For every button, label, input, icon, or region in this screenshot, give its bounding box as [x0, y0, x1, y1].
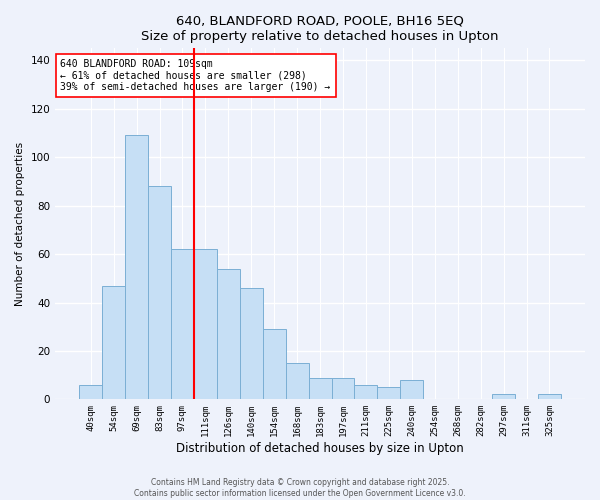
X-axis label: Distribution of detached houses by size in Upton: Distribution of detached houses by size …: [176, 442, 464, 455]
Bar: [79, 385, 102, 400]
Bar: [492, 394, 515, 400]
Bar: [171, 250, 194, 400]
Bar: [102, 286, 125, 400]
Bar: [240, 288, 263, 400]
Text: Contains HM Land Registry data © Crown copyright and database right 2025.
Contai: Contains HM Land Registry data © Crown c…: [134, 478, 466, 498]
Bar: [332, 378, 355, 400]
Text: 640 BLANDFORD ROAD: 109sqm
← 61% of detached houses are smaller (298)
39% of sem: 640 BLANDFORD ROAD: 109sqm ← 61% of deta…: [61, 59, 331, 92]
Bar: [217, 268, 240, 400]
Bar: [263, 329, 286, 400]
Bar: [194, 250, 217, 400]
Bar: [400, 380, 423, 400]
Bar: [308, 378, 332, 400]
Y-axis label: Number of detached properties: Number of detached properties: [15, 142, 25, 306]
Bar: [377, 387, 400, 400]
Bar: [125, 136, 148, 400]
Bar: [148, 186, 171, 400]
Bar: [286, 363, 308, 400]
Title: 640, BLANDFORD ROAD, POOLE, BH16 5EQ
Size of property relative to detached house: 640, BLANDFORD ROAD, POOLE, BH16 5EQ Siz…: [142, 15, 499, 43]
Bar: [538, 394, 561, 400]
Bar: [355, 385, 377, 400]
